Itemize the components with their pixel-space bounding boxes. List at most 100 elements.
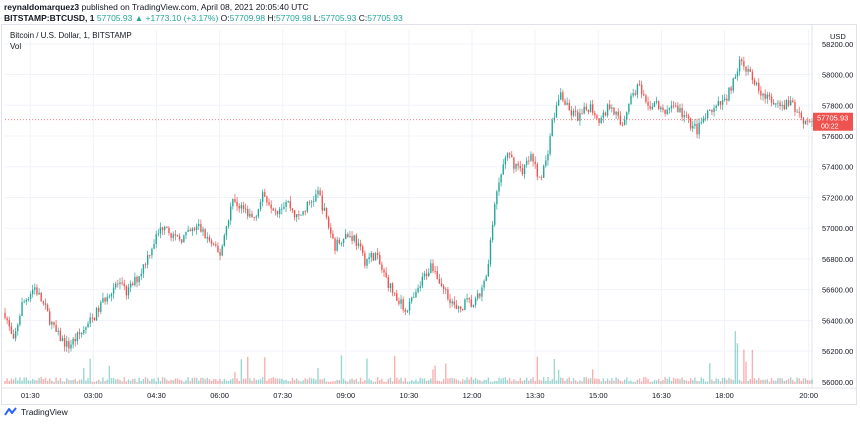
- volume-bar: [764, 379, 766, 384]
- volume-bar: [166, 379, 168, 384]
- volume-bar: [798, 378, 800, 384]
- candle-body: [668, 108, 671, 110]
- volume-bar: [370, 380, 372, 384]
- volume-bar: [679, 379, 681, 384]
- candle-body: [319, 190, 321, 196]
- volume-bar: [208, 379, 211, 384]
- volume-bar: [210, 380, 213, 384]
- volume-bar: [626, 377, 628, 384]
- candle-body: [251, 213, 253, 217]
- candle-body: [417, 287, 419, 292]
- candle-body: [315, 194, 317, 202]
- candle-body: [562, 92, 564, 101]
- volume-bar: [568, 377, 570, 384]
- volume-bar: [310, 378, 313, 384]
- volume-bar: [283, 380, 285, 384]
- candle-body: [696, 123, 698, 135]
- volume-bar: [142, 379, 145, 384]
- volume-bar: [176, 378, 179, 384]
- candle-body: [508, 153, 511, 155]
- volume-bar: [261, 377, 264, 384]
- candle-body: [170, 233, 172, 238]
- candle-body: [440, 283, 443, 286]
- volume-bar: [157, 377, 160, 384]
- candle-body: [91, 317, 94, 319]
- candle-body: [76, 332, 79, 342]
- author-name[interactable]: reynaldomarquez3: [4, 2, 80, 12]
- volume-bar: [144, 377, 147, 384]
- candle-body: [325, 207, 328, 218]
- candle-body: [19, 315, 21, 325]
- candle-body: [474, 298, 477, 305]
- candle-body: [564, 100, 566, 105]
- volume-bar: [247, 356, 249, 384]
- volume-bar: [389, 377, 392, 384]
- volume-bar: [159, 381, 162, 384]
- volume-bar: [87, 378, 89, 384]
- candle-body: [136, 276, 138, 283]
- candle-body: [402, 299, 404, 310]
- candle-body: [274, 210, 277, 212]
- volume-bar: [772, 380, 775, 384]
- volume-bar: [662, 380, 664, 384]
- candle-body: [383, 269, 385, 273]
- volume-bar: [102, 377, 104, 384]
- volume-bar: [696, 380, 698, 384]
- volume-bar: [202, 377, 204, 384]
- volume-bar: [779, 378, 781, 384]
- candle-body: [217, 245, 219, 252]
- volume-bar: [223, 378, 226, 384]
- volume-bar: [125, 381, 128, 384]
- candle-body: [31, 289, 34, 295]
- volume-bar: [272, 377, 274, 384]
- volume-bar: [127, 379, 130, 384]
- chart-title: Bitcoin / U.S. Dollar, 1, BITSTAMP: [10, 31, 132, 40]
- candle-body: [777, 102, 779, 104]
- candle-body: [470, 299, 473, 307]
- candle-body: [321, 195, 323, 211]
- candle-body: [344, 234, 347, 240]
- candle-body: [55, 324, 57, 332]
- candle-body: [579, 113, 581, 121]
- candle-body: [538, 176, 541, 178]
- volume-bar: [692, 380, 694, 384]
- candle-body: [536, 164, 539, 177]
- volume-bar: [549, 380, 551, 384]
- candle-body: [242, 205, 245, 209]
- candle-body: [741, 59, 743, 62]
- volume-bar: [711, 379, 713, 384]
- candle-body: [753, 79, 756, 85]
- volume-bar: [464, 380, 466, 384]
- volume-bar: [587, 378, 590, 384]
- volume-bar: [42, 379, 45, 384]
- volume-bar: [689, 378, 692, 384]
- candle-body: [583, 106, 585, 114]
- volume-bar: [108, 365, 111, 384]
- volume-bar: [336, 379, 338, 384]
- footer-brand[interactable]: TradingView: [4, 407, 68, 418]
- volume-bar: [487, 377, 490, 384]
- candle-body: [257, 209, 260, 217]
- volume-bar: [149, 380, 151, 384]
- volume-bar: [632, 381, 634, 384]
- volume-bar: [547, 377, 549, 384]
- candle-body: [523, 164, 526, 175]
- volume-bar: [21, 380, 23, 384]
- candle-body: [44, 303, 47, 305]
- candle-body: [119, 282, 121, 284]
- last-price: 57705.93: [96, 13, 133, 23]
- volume-bar: [278, 378, 281, 384]
- candle-body: [760, 90, 762, 96]
- candle-body: [521, 168, 524, 175]
- candle-body: [68, 341, 70, 349]
- candle-body: [185, 231, 187, 236]
- candle-body: [698, 122, 700, 135]
- volume-bar: [53, 381, 55, 384]
- candle-body: [51, 322, 53, 325]
- volume-bar: [617, 378, 619, 384]
- candle-body: [183, 235, 185, 243]
- candle-body: [34, 287, 36, 290]
- candle-body: [323, 207, 326, 211]
- chart-panel[interactable]: [1, 24, 857, 405]
